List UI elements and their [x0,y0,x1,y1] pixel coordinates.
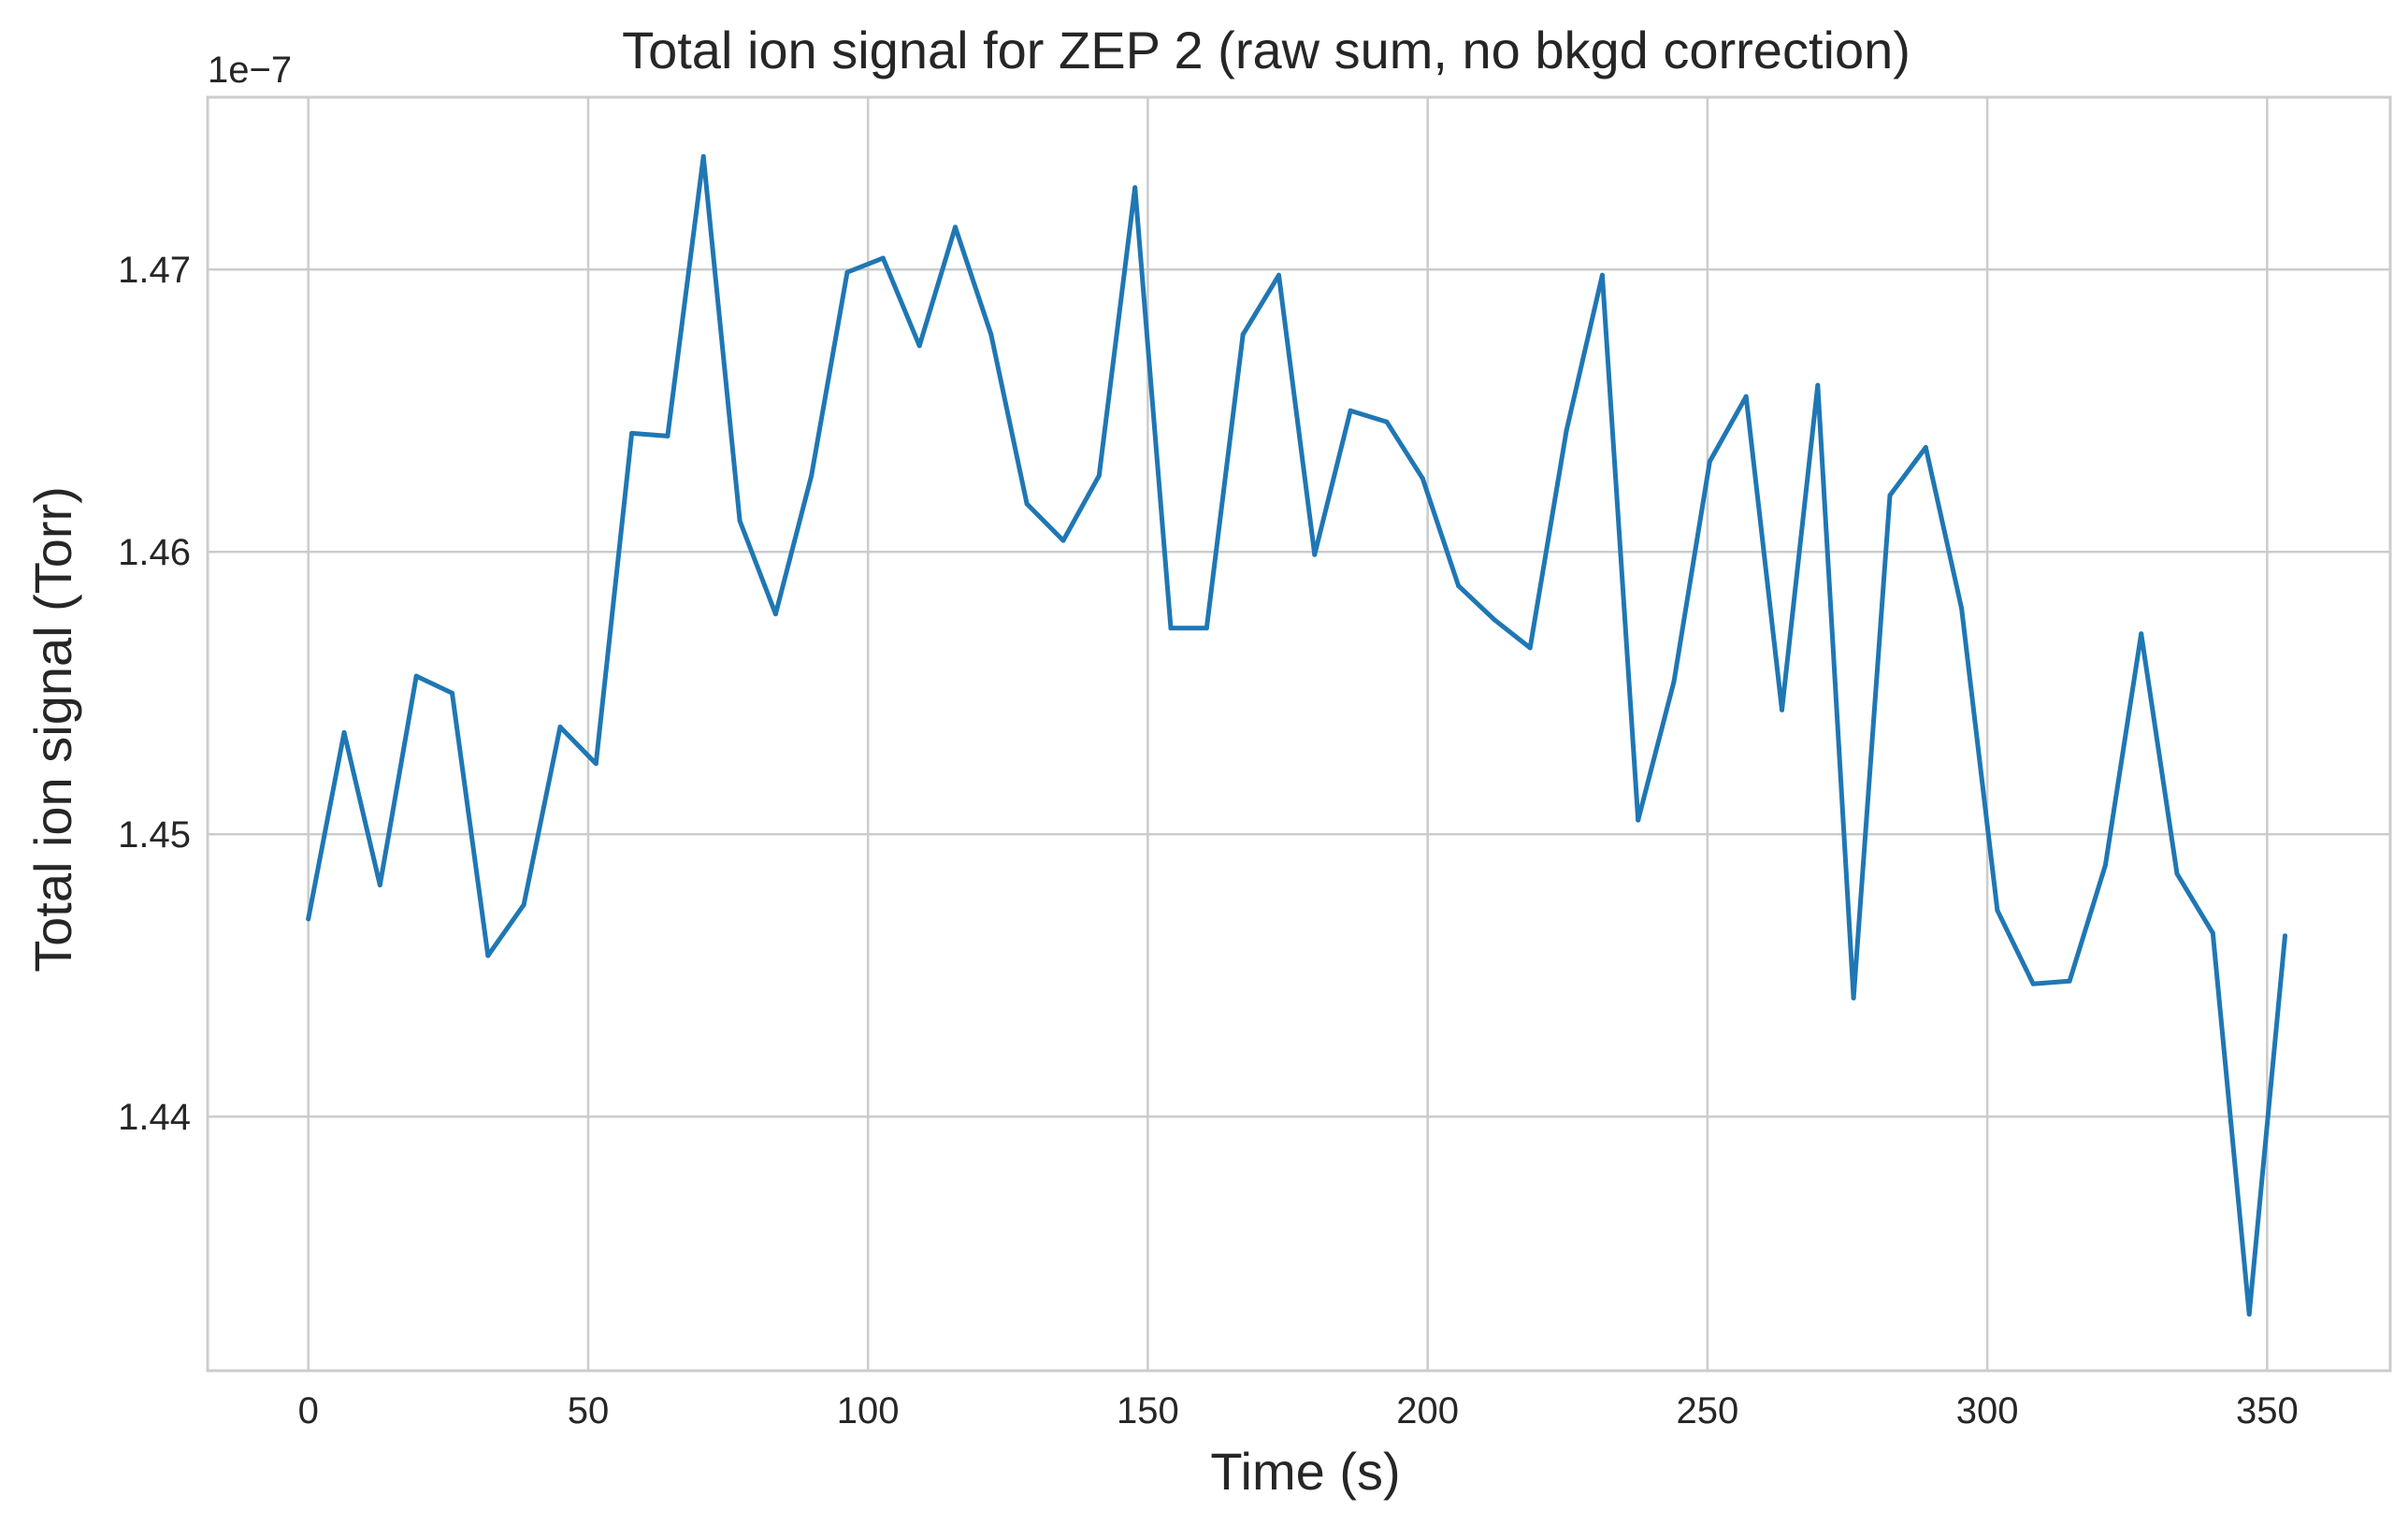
y-tick-label: 1.47 [118,250,191,291]
plot-frame [206,95,2392,1373]
data-point [1887,493,1893,498]
x-tick-label: 0 [298,1390,319,1431]
chart-title: Total ion signal for ZEP 2 (raw sum, no … [622,21,1911,79]
data-point [1276,272,1281,278]
data-point [1384,419,1390,424]
data-point [2282,933,2287,939]
data-point [1851,995,1856,1000]
data-point [2030,981,2036,986]
data-point [1456,583,1462,588]
data-point [809,473,815,479]
data-point [772,611,778,617]
y-tick-label: 1.46 [118,532,191,573]
data-point [665,433,670,439]
y-tick-labels: 1.44 1.45 1.46 1.47 [118,250,191,1138]
data-point [953,224,959,230]
x-axis-label: Time (s) [1210,1442,1400,1501]
data-point [377,883,382,888]
data-point [341,729,347,735]
x-tick-labels: 0 50 100 150 200 250 300 350 [298,1390,2299,1431]
data-point [1671,679,1677,684]
data-point [593,761,598,767]
data-point [557,724,563,729]
data-point [1779,707,1784,712]
data-point [916,343,922,349]
data-point [2102,862,2108,868]
data-point [737,518,743,524]
data-point [629,430,635,436]
data-point [521,902,526,908]
data-point [1815,382,1821,388]
data-point [988,332,994,338]
y-tick-label: 1.45 [118,814,191,856]
x-tick-label: 50 [568,1390,610,1431]
data-point [450,690,455,696]
data-point [1240,332,1246,338]
data-point [1492,617,1497,623]
grid-lines [208,97,2390,1371]
data-point [2174,870,2180,876]
data-point [1959,606,1965,611]
data-point [1707,459,1712,465]
x-tick-label: 250 [1677,1390,1739,1431]
data-point [2246,1312,2252,1317]
data-point [2210,930,2215,936]
y-axis-offset-label: 1e−7 [208,50,292,91]
data-point [1348,408,1353,413]
data-point [413,673,419,679]
data-point [1096,473,1102,479]
x-tick-label: 150 [1117,1390,1179,1431]
data-point [880,255,886,261]
data-point [1132,185,1138,191]
x-tick-label: 300 [1956,1390,2019,1431]
data-point [1564,427,1569,433]
series-layer [306,153,2287,1317]
x-tick-label: 100 [837,1390,900,1431]
x-tick-label: 200 [1396,1390,1459,1431]
series-line [306,153,2287,1317]
y-tick-label: 1.44 [118,1097,191,1138]
data-point [1995,908,2000,914]
data-point [1527,645,1533,651]
y-axis-label: Total ion signal (Torr) [23,486,82,972]
data-point [1923,444,1928,450]
data-point [485,953,491,958]
data-point [1420,476,1425,482]
data-point [306,916,311,922]
data-point [844,269,850,275]
data-point [1204,626,1209,631]
data-point [1599,272,1605,278]
data-point [2139,631,2144,637]
x-tick-label: 350 [2236,1390,2299,1431]
data-point [1636,817,1641,823]
data-point [700,153,706,159]
data-point [2067,978,2072,984]
data-point [1024,501,1030,507]
data-point [1060,538,1066,543]
data-point [1168,626,1174,631]
data-point [1312,552,1318,557]
data-point [1743,394,1749,399]
